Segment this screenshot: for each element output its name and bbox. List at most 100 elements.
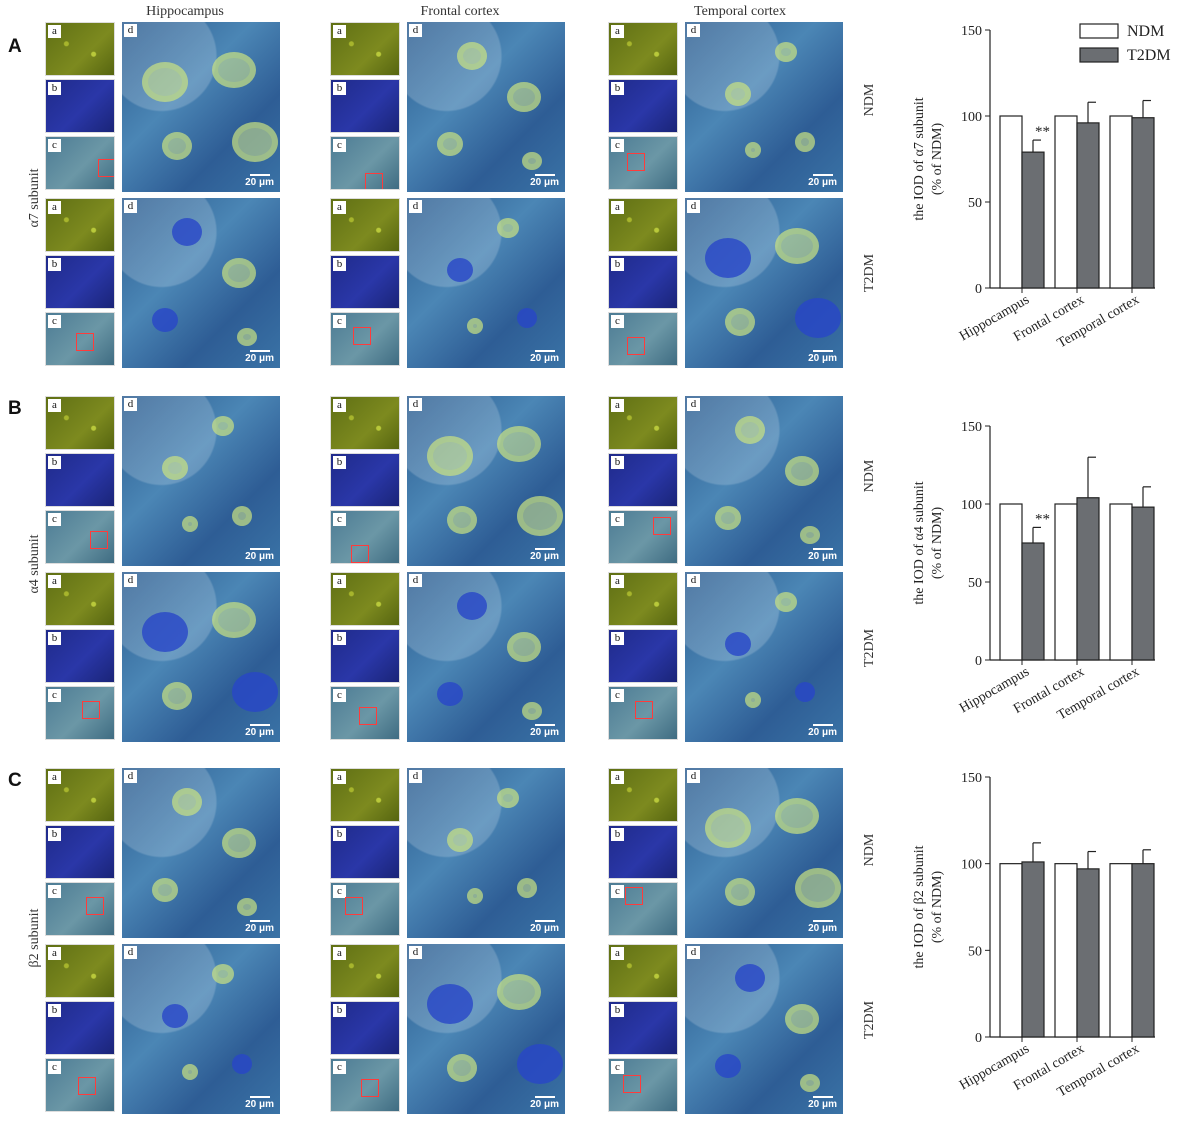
thumbnail-label: a: [333, 399, 346, 412]
column-title-frontal-cortex: Frontal cortex: [420, 4, 500, 19]
thumbnail-label: b: [333, 258, 346, 271]
micrograph-thumbnail: c: [330, 312, 400, 366]
bar-t2dm: [1131, 863, 1155, 1038]
thumbnail-label: a: [48, 399, 61, 412]
scale-bar: 20 μm: [245, 920, 274, 934]
neuron-cell: [522, 702, 542, 720]
detail-label: d: [687, 770, 700, 783]
micrograph-thumbnail: b: [330, 825, 400, 879]
neuron-cell: [745, 692, 761, 708]
bar-t2dm: [1076, 497, 1100, 661]
micrograph-thumbnail: a: [330, 768, 400, 822]
legend-swatch-t2dm: [1079, 47, 1119, 63]
scale-bar-text: 20 μm: [530, 923, 559, 934]
micrograph-thumbnail: a: [330, 22, 400, 76]
neuron-cell: [152, 878, 178, 902]
neuron-cell: [725, 82, 751, 106]
thumbnail-label: c: [48, 513, 61, 526]
scale-bar-text: 20 μm: [245, 727, 274, 738]
neuron-cell: [142, 612, 188, 652]
neuron-cell: [232, 672, 278, 712]
scale-bar-line: [534, 174, 555, 176]
thumbnail-label: a: [611, 947, 624, 960]
thumbnail-label: c: [333, 885, 346, 898]
zoom-region-box: [359, 707, 377, 725]
thumbnail-label: b: [611, 632, 624, 645]
neuron-cell: [212, 964, 234, 984]
neuron-cell: [507, 82, 541, 112]
bar-ndm: [1054, 115, 1078, 289]
micrograph-detail: d 20 μm: [407, 768, 565, 938]
zoom-region-box: [86, 897, 104, 915]
neuron-cell: [172, 788, 202, 816]
thumbnail-label: c: [48, 885, 61, 898]
thumbnail-label: c: [333, 139, 346, 152]
neuron-cell: [795, 868, 841, 908]
scale-bar: 20 μm: [808, 350, 837, 364]
neuron-cell: [522, 152, 542, 170]
scale-bar: 20 μm: [530, 174, 559, 188]
neuron-cell: [735, 416, 765, 444]
scale-bar-line: [534, 920, 555, 922]
y-tick-label: 0: [975, 654, 982, 669]
micrograph-detail: d 20 μm: [407, 944, 565, 1114]
thumbnail-label: c: [333, 315, 346, 328]
neuron-cell: [775, 798, 819, 834]
scale-bar-line: [812, 920, 833, 922]
neuron-cell: [232, 122, 278, 162]
thumbnail-label: c: [611, 513, 624, 526]
micrograph-thumbnail: a: [45, 396, 115, 450]
neuron-cell: [715, 506, 741, 530]
micrograph-thumbnail: a: [608, 768, 678, 822]
detail-label: d: [409, 574, 422, 587]
micrograph-thumbnail: c: [45, 312, 115, 366]
thumbnail-label: c: [48, 1061, 61, 1074]
zoom-region-box: [623, 1075, 641, 1093]
bar-ndm: [1054, 503, 1078, 661]
thumbnail-label: a: [48, 771, 61, 784]
bar-t2dm: [1021, 151, 1045, 289]
thumbnail-label: a: [333, 771, 346, 784]
scale-bar: 20 μm: [245, 724, 274, 738]
neuron-cell: [232, 1054, 252, 1074]
detail-label: d: [409, 24, 422, 37]
scale-bar-line: [534, 548, 555, 550]
subunit-label-beta2: β2 subunit: [27, 908, 42, 968]
thumbnail-label: b: [48, 258, 61, 271]
micrograph-thumbnail: b: [330, 453, 400, 507]
column-title-hippocampus: Hippocampus: [146, 4, 224, 19]
scale-bar-line: [249, 920, 270, 922]
micrograph-thumbnail: a: [330, 572, 400, 626]
scale-bar-line: [812, 174, 833, 176]
condition-label-t2dm-b: T2DM: [862, 628, 877, 668]
detail-label: d: [124, 24, 137, 37]
scale-bar: 20 μm: [245, 548, 274, 562]
detail-label: d: [687, 574, 700, 587]
micrograph-thumbnail: a: [608, 22, 678, 76]
micrograph-thumbnail: b: [608, 453, 678, 507]
micrograph-thumbnail: c: [330, 882, 400, 936]
condition-label-ndm-a: NDM: [862, 83, 877, 117]
y-axis-label: the IOD of α4 subunit: [912, 481, 927, 604]
condition-label-ndm-c: NDM: [862, 833, 877, 867]
y-axis-label: the IOD of α7 subunit: [912, 97, 927, 220]
scale-bar-text: 20 μm: [530, 1099, 559, 1110]
neuron-cell: [795, 298, 841, 338]
neuron-cell: [437, 132, 463, 156]
detail-label: d: [409, 946, 422, 959]
y-tick-label: 50: [968, 944, 982, 959]
y-tick-label: 100: [961, 498, 982, 513]
thumbnail-label: b: [333, 632, 346, 645]
scale-bar-line: [534, 1096, 555, 1098]
micrograph-thumbnail: c: [608, 1058, 678, 1112]
scale-bar-line: [812, 548, 833, 550]
neuron-cell: [775, 228, 819, 264]
scale-bar: 20 μm: [530, 350, 559, 364]
micrograph-thumbnail: a: [608, 198, 678, 252]
neuron-cell: [795, 682, 815, 702]
scale-bar: 20 μm: [245, 1096, 274, 1110]
thumbnail-label: c: [611, 689, 624, 702]
scale-bar-text: 20 μm: [530, 551, 559, 562]
micrograph-thumbnail: b: [45, 79, 115, 133]
neuron-cell: [517, 308, 537, 328]
